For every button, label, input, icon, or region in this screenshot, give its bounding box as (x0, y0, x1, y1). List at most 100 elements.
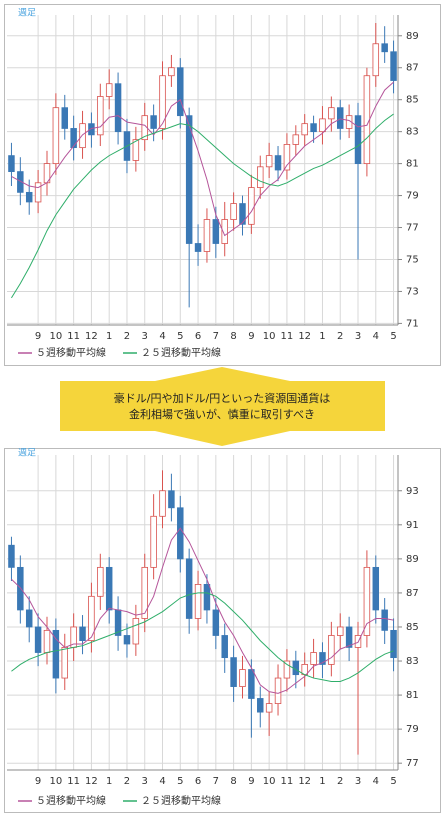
candle-body (328, 107, 335, 120)
candle-body (230, 203, 237, 220)
candle-body (336, 626, 344, 636)
x-tick-label: 2 (337, 776, 343, 787)
x-tick-label: 4 (159, 776, 165, 787)
y-tick-label: 81 (406, 690, 419, 701)
x-tick-label: 11 (281, 776, 294, 787)
candle-body (221, 635, 228, 659)
x-tick-label: 10 (50, 776, 63, 787)
x-tick-label: 10 (50, 331, 63, 342)
candle-body (159, 75, 166, 129)
candle-body (43, 629, 51, 653)
candle-body (185, 558, 193, 619)
x-tick-label: 1 (106, 331, 112, 342)
candle-body (265, 155, 273, 168)
candle-body (61, 647, 69, 679)
chart-label: 週足 (18, 8, 36, 19)
candle-body (34, 182, 42, 203)
candle-body (248, 187, 255, 225)
x-tick-label: 6 (195, 776, 201, 787)
y-tick-label: 85 (406, 622, 419, 633)
candle-body (25, 191, 33, 203)
legend-label: ２５週移動平均線 (141, 346, 221, 359)
candle-body (239, 669, 246, 687)
candle-body (123, 635, 131, 645)
y-tick-label: 71 (406, 318, 419, 329)
x-tick-label: 3 (142, 331, 148, 342)
candle-body (381, 43, 388, 53)
candle-body (141, 566, 148, 619)
candle-body (194, 243, 202, 252)
candle-body (97, 566, 104, 597)
candle-body (105, 566, 113, 611)
candle-body (390, 629, 397, 659)
x-tick-label: 5 (177, 776, 183, 787)
x-tick-label: 5 (390, 776, 396, 787)
candle-body (17, 566, 24, 611)
x-tick-label: 4 (373, 776, 379, 787)
candle-body (363, 75, 371, 165)
legend-label: ２５週移動平均線 (141, 794, 221, 807)
candle-body (230, 657, 237, 687)
x-tick-label: 12 (298, 776, 311, 787)
candle-body (97, 96, 104, 136)
moving-average-line (11, 527, 394, 694)
candle-body (274, 155, 282, 171)
y-tick-label: 79 (406, 191, 419, 202)
y-tick-label: 91 (406, 520, 419, 531)
x-tick-label: 7 (213, 776, 219, 787)
x-tick-label: 1 (319, 331, 325, 342)
x-tick-label: 3 (355, 776, 361, 787)
x-tick-label: 8 (230, 331, 236, 342)
y-tick-label: 83 (406, 656, 419, 667)
x-tick-label: 9 (248, 331, 254, 342)
candle-body (381, 609, 388, 631)
candle-body (221, 219, 228, 244)
x-tick-label: 4 (373, 331, 379, 342)
candle-body (52, 107, 60, 165)
y-tick-label: 89 (406, 554, 419, 565)
y-tick-label: 79 (406, 724, 419, 735)
candle-body (372, 43, 380, 77)
candle-body (257, 166, 264, 188)
candle-body (203, 219, 211, 252)
chart-frame (4, 448, 441, 813)
x-tick-label: 6 (195, 331, 201, 342)
candle-body (248, 669, 255, 699)
candle-body (328, 635, 335, 665)
candle-body (17, 171, 24, 193)
candle-body (257, 698, 264, 713)
y-tick-label: 77 (406, 758, 419, 769)
candle-body (283, 660, 291, 679)
banner-arrow (60, 367, 385, 446)
candle-body (363, 566, 371, 636)
x-tick-label: 3 (355, 331, 361, 342)
candle-body (61, 107, 69, 129)
x-tick-label: 3 (142, 776, 148, 787)
candle-body (354, 115, 362, 165)
x-tick-label: 4 (159, 331, 165, 342)
candle-body (52, 629, 60, 679)
candle-body (292, 134, 300, 145)
x-tick-label: 9 (35, 776, 41, 787)
candle-body (150, 515, 157, 568)
candle-body (88, 595, 95, 641)
x-tick-label: 2 (337, 331, 343, 342)
x-tick-label: 12 (298, 331, 311, 342)
candle-body (372, 566, 380, 611)
candle-body (88, 123, 95, 136)
candle-body (70, 128, 77, 149)
candle-body (310, 652, 317, 665)
x-tick-label: 2 (124, 776, 130, 787)
candle-body (8, 544, 15, 568)
y-tick-label: 85 (406, 95, 419, 106)
moving-average-line (11, 81, 394, 237)
candle-body (212, 219, 220, 244)
candle-body (319, 118, 326, 133)
x-tick-label: 2 (124, 331, 130, 342)
y-tick-label: 93 (406, 486, 419, 497)
y-tick-label: 73 (406, 286, 419, 297)
x-tick-label: 8 (230, 776, 236, 787)
x-tick-label: 12 (85, 776, 98, 787)
x-tick-label: 11 (67, 331, 80, 342)
x-tick-label: 5 (177, 331, 183, 342)
